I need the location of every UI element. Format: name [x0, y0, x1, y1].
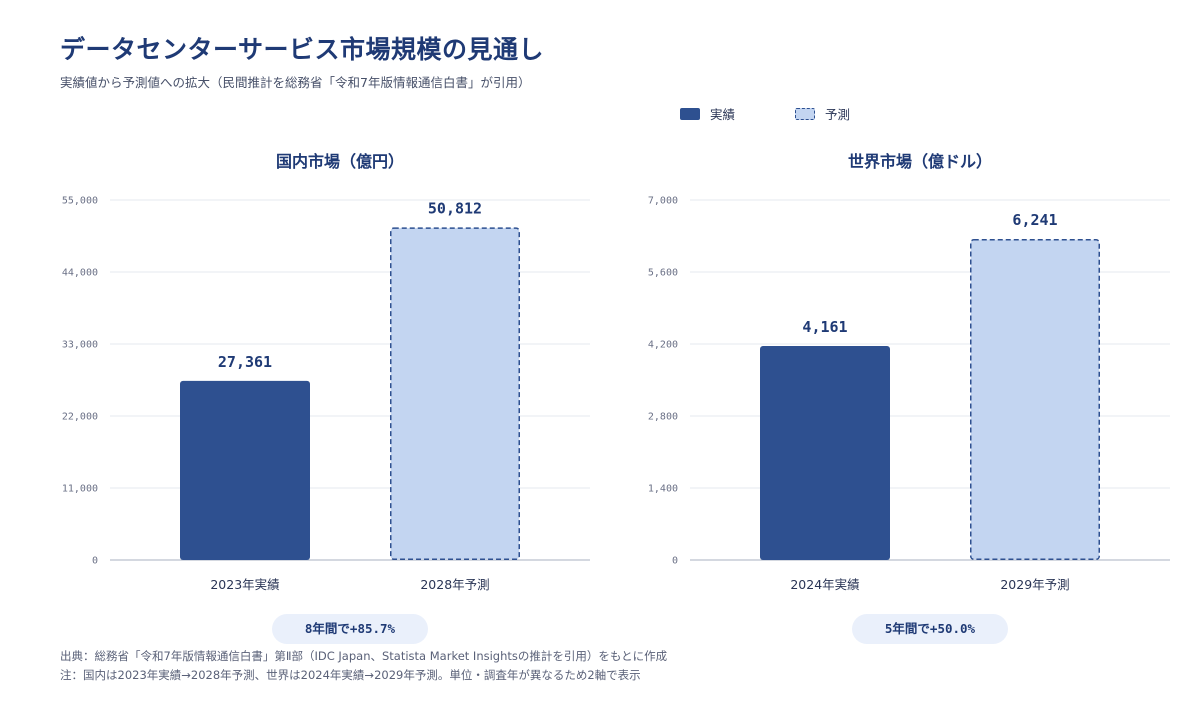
y-tick-label: 4,200: [648, 340, 678, 351]
y-tick-label: 7,000: [648, 196, 678, 207]
x-category-label: 2023年実績: [210, 577, 279, 592]
x-category-label: 2029年予測: [1000, 577, 1069, 592]
growth-badge-global: 5年間で+50.0%: [852, 614, 1008, 644]
y-tick-label: 55,000: [62, 196, 98, 207]
bar-forecast: [390, 227, 520, 561]
legend-item-forecast: 予測: [795, 104, 850, 123]
bar-forecast: [970, 239, 1100, 561]
bar-value-label: 50,812: [428, 199, 482, 217]
bar-value-label: 27,361: [218, 353, 272, 371]
y-tick-label: 0: [92, 556, 98, 567]
bar-value-label: 4,161: [802, 318, 847, 336]
y-tick-label: 33,000: [62, 340, 98, 351]
footnotes: 出典：総務省「令和7年版情報通信白書」第Ⅱ部（IDC Japan、Statist…: [60, 647, 667, 685]
x-category-label: 2028年予測: [420, 577, 489, 592]
y-tick-label: 22,000: [62, 412, 98, 423]
chart-legend: 実績 予測: [680, 104, 910, 123]
y-tick-label: 0: [672, 556, 678, 567]
legend-swatch-forecast: [795, 107, 816, 120]
legend-item-actual: 実績: [680, 104, 735, 123]
y-tick-label: 1,400: [648, 484, 678, 495]
bar-value-label: 6,241: [1012, 211, 1057, 229]
source-note: 出典：総務省「令和7年版情報通信白書」第Ⅱ部（IDC Japan、Statist…: [60, 649, 668, 663]
bar-actual: [180, 380, 310, 560]
growth-badge-domestic: 8年間で+85.7%: [272, 614, 428, 644]
legend-label-forecast: 予測: [825, 107, 851, 122]
x-category-label: 2024年実績: [790, 577, 859, 592]
method-note: 注：国内は2023年実績→2028年予測、世界は2024年実績→2029年予測。…: [60, 668, 641, 682]
y-tick-label: 2,800: [648, 412, 678, 423]
page-subtitle: 実績値から予測値への拡大（民間推計を総務省「令和7年版情報通信白書」が引用）: [60, 75, 531, 90]
y-tick-label: 44,000: [62, 268, 98, 279]
chart-title: 国内市場（億円）: [276, 152, 404, 171]
bar-actual: [760, 346, 890, 560]
chart-title: 世界市場（億ドル）: [848, 152, 992, 171]
legend-swatch-actual: [680, 107, 700, 120]
legend-label-actual: 実績: [710, 107, 736, 122]
y-tick-label: 11,000: [62, 484, 98, 495]
page-title: データセンターサービス市場規模の見通し: [60, 35, 545, 64]
y-tick-label: 5,600: [648, 268, 678, 279]
